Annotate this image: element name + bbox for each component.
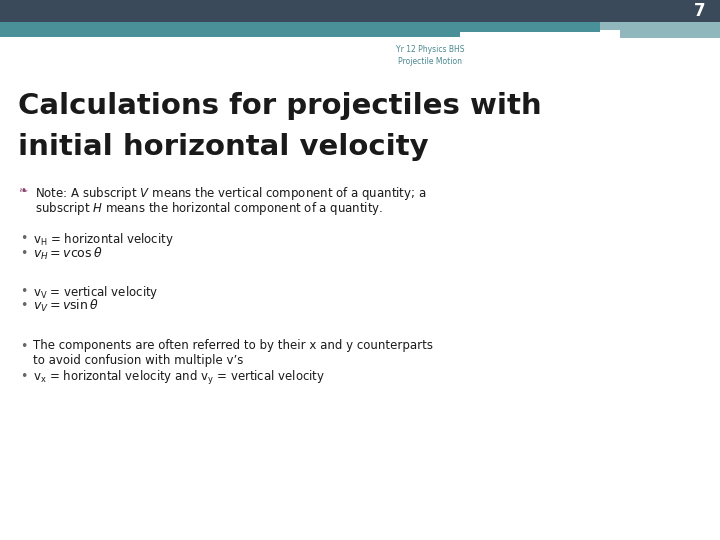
FancyBboxPatch shape <box>0 22 600 32</box>
Text: ❧: ❧ <box>18 186 27 196</box>
Text: Yr 12 Physics BHS: Yr 12 Physics BHS <box>396 45 464 55</box>
Text: $v_V = v \sin\theta$: $v_V = v \sin\theta$ <box>33 298 99 314</box>
Text: 7: 7 <box>694 2 706 20</box>
Text: Projectile Motion: Projectile Motion <box>398 57 462 65</box>
Text: Note: A subscript $V$ means the vertical component of a quantity; a: Note: A subscript $V$ means the vertical… <box>35 185 426 202</box>
Text: •: • <box>20 247 27 260</box>
Text: The components are often referred to by their x and y counterparts: The components are often referred to by … <box>33 339 433 352</box>
Text: •: • <box>20 232 27 245</box>
FancyBboxPatch shape <box>0 32 460 37</box>
Text: $v_H = v \cos\theta$: $v_H = v \cos\theta$ <box>33 246 102 262</box>
FancyBboxPatch shape <box>0 0 720 22</box>
Text: $\mathrm{v_x}$ = horizontal velocity and $\mathrm{v_y}$ = vertical velocity: $\mathrm{v_x}$ = horizontal velocity and… <box>33 369 325 387</box>
Text: subscript $H$ means the horizontal component of a quantity.: subscript $H$ means the horizontal compo… <box>35 200 383 217</box>
FancyBboxPatch shape <box>600 22 720 30</box>
Text: •: • <box>20 285 27 298</box>
Text: to avoid confusion with multiple v’s: to avoid confusion with multiple v’s <box>33 354 243 367</box>
Text: $\mathrm{v_H}$ = horizontal velocity: $\mathrm{v_H}$ = horizontal velocity <box>33 231 174 248</box>
Text: initial horizontal velocity: initial horizontal velocity <box>18 133 428 161</box>
Text: •: • <box>20 370 27 383</box>
Text: •: • <box>20 299 27 312</box>
Text: •: • <box>20 340 27 353</box>
Text: Calculations for projectiles with: Calculations for projectiles with <box>18 92 541 120</box>
FancyBboxPatch shape <box>620 30 720 38</box>
Text: $\mathrm{v_V}$ = vertical velocity: $\mathrm{v_V}$ = vertical velocity <box>33 284 158 301</box>
